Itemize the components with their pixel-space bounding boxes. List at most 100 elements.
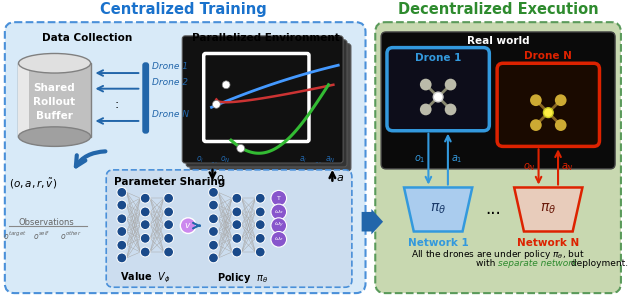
Circle shape [164, 233, 173, 243]
FancyBboxPatch shape [5, 22, 365, 293]
Circle shape [433, 92, 443, 102]
FancyArrow shape [362, 209, 383, 235]
Text: Data Collection: Data Collection [42, 33, 132, 43]
Text: ...: ... [210, 156, 217, 165]
Text: $o^{self}$: $o^{self}$ [33, 229, 51, 242]
Text: Centralized Training: Centralized Training [100, 2, 267, 17]
Circle shape [255, 220, 265, 229]
FancyBboxPatch shape [375, 22, 621, 293]
Circle shape [271, 232, 287, 247]
Circle shape [222, 81, 230, 89]
Circle shape [209, 240, 218, 250]
Text: $\omega_x$: $\omega_x$ [274, 208, 284, 216]
Text: $o^{target}$: $o^{target}$ [3, 229, 26, 242]
Text: Parameter Sharing: Parameter Sharing [114, 177, 225, 187]
Circle shape [117, 253, 127, 263]
Circle shape [209, 226, 218, 236]
FancyBboxPatch shape [142, 62, 149, 134]
Text: ...: ... [314, 156, 321, 165]
Text: $o_1$: $o_1$ [414, 153, 426, 165]
FancyBboxPatch shape [497, 63, 600, 146]
Text: Drone 1: Drone 1 [152, 62, 188, 71]
Text: deployment.: deployment. [568, 259, 628, 268]
Circle shape [209, 253, 218, 263]
Circle shape [180, 218, 196, 233]
FancyBboxPatch shape [381, 32, 615, 169]
Circle shape [209, 187, 218, 197]
Circle shape [212, 100, 220, 108]
Bar [19, 63, 29, 136]
Circle shape [237, 145, 244, 152]
Text: separate network: separate network [498, 259, 577, 268]
Text: Drone 1: Drone 1 [415, 52, 461, 63]
FancyBboxPatch shape [190, 44, 351, 171]
Text: Observations: Observations [19, 218, 75, 227]
FancyBboxPatch shape [182, 36, 343, 163]
Circle shape [271, 190, 287, 206]
Ellipse shape [19, 53, 91, 73]
Text: :: : [115, 98, 118, 111]
Text: Policy  $\pi_\theta$: Policy $\pi_\theta$ [217, 271, 268, 285]
Text: Decentralized Execution: Decentralized Execution [398, 2, 598, 17]
FancyBboxPatch shape [387, 48, 490, 131]
Polygon shape [404, 187, 472, 232]
Text: $o_i$: $o_i$ [196, 154, 204, 165]
Circle shape [117, 200, 127, 210]
Circle shape [117, 226, 127, 236]
Circle shape [140, 233, 150, 243]
Circle shape [164, 220, 173, 229]
Text: Real world: Real world [467, 36, 529, 46]
Circle shape [530, 94, 541, 106]
Circle shape [117, 187, 127, 197]
Text: Network 1: Network 1 [408, 238, 468, 248]
Circle shape [164, 193, 173, 203]
Polygon shape [514, 187, 582, 232]
Text: Drone N: Drone N [152, 110, 189, 119]
Circle shape [164, 247, 173, 257]
Text: $v$: $v$ [184, 221, 192, 230]
Text: $a$: $a$ [336, 173, 344, 183]
Circle shape [420, 79, 431, 90]
Text: Shared
Rollout
Buffer: Shared Rollout Buffer [33, 83, 76, 121]
Circle shape [271, 204, 287, 220]
FancyBboxPatch shape [186, 40, 347, 167]
Text: Drone 2: Drone 2 [152, 78, 188, 87]
Text: $(o, a, r, \tilde{v})$: $(o, a, r, \tilde{v})$ [9, 177, 57, 191]
Text: $a_1$: $a_1$ [451, 153, 463, 165]
Text: with: with [476, 259, 498, 268]
Bar [19, 63, 91, 136]
Text: $\pi_\theta$: $\pi_\theta$ [540, 202, 556, 216]
Circle shape [255, 193, 265, 203]
Circle shape [140, 220, 150, 229]
Text: T: T [277, 196, 281, 201]
Circle shape [140, 247, 150, 257]
Circle shape [543, 108, 553, 117]
Text: Value  $V_\phi$: Value $V_\phi$ [120, 271, 171, 285]
Text: $\pi_\theta$: $\pi_\theta$ [430, 202, 446, 216]
Circle shape [445, 104, 456, 115]
Text: ...: ... [485, 200, 501, 218]
Text: $\omega_y$: $\omega_y$ [274, 221, 284, 230]
Text: Parallelized Environment: Parallelized Environment [192, 33, 340, 43]
Circle shape [209, 214, 218, 224]
FancyBboxPatch shape [106, 170, 352, 287]
Circle shape [232, 207, 242, 217]
Text: $o^{other}$: $o^{other}$ [60, 229, 82, 242]
Text: $a_i$: $a_i$ [299, 154, 307, 165]
Text: Drone N: Drone N [524, 51, 572, 61]
Circle shape [232, 247, 242, 257]
Circle shape [117, 214, 127, 224]
Ellipse shape [19, 127, 91, 146]
Text: $a_N$: $a_N$ [561, 161, 574, 173]
Circle shape [555, 119, 566, 131]
Circle shape [255, 207, 265, 217]
Circle shape [140, 193, 150, 203]
Circle shape [117, 240, 127, 250]
Text: $a_N$: $a_N$ [325, 154, 336, 165]
Circle shape [255, 247, 265, 257]
Circle shape [232, 233, 242, 243]
Circle shape [255, 233, 265, 243]
Circle shape [209, 200, 218, 210]
Circle shape [164, 207, 173, 217]
Text: $\omega_z$: $\omega_z$ [274, 235, 284, 243]
